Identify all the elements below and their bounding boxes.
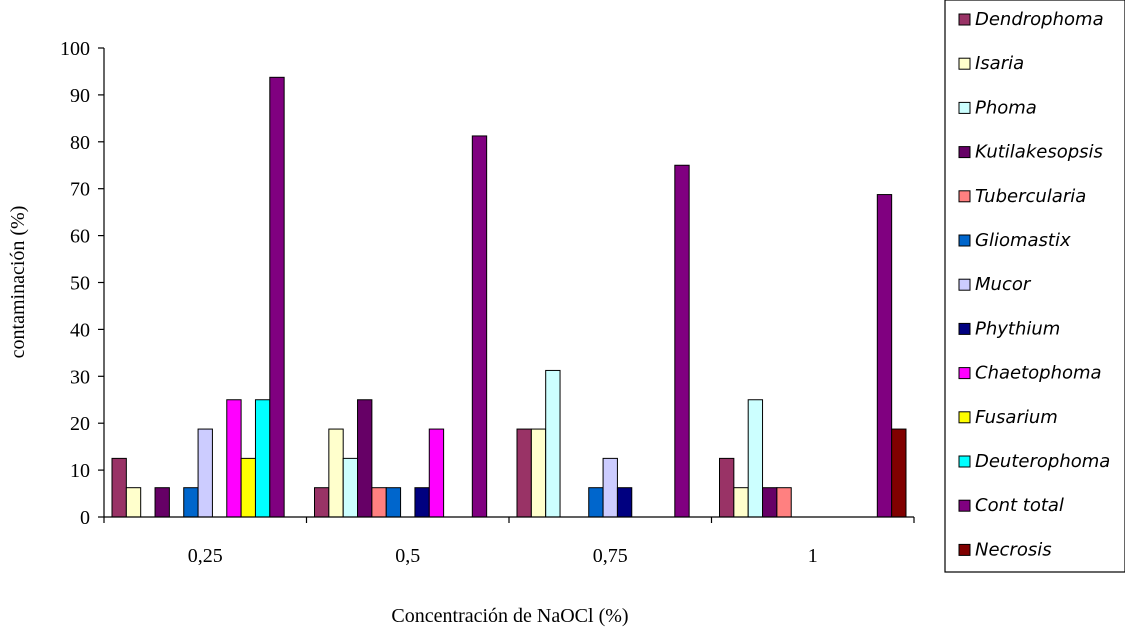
legend-swatch [958,190,971,203]
x-tick-label: 1 [808,545,818,567]
bar [226,399,242,518]
legend-label: Dendrophoma [975,9,1104,30]
bar [111,457,127,518]
y-tick-label: 60 [70,226,90,248]
legend-label: Phythium [975,318,1060,339]
bar [876,194,893,518]
legend-label: Isaria [975,53,1024,74]
legend: Dendrophoma Isaria Phoma Kutilakesopsis Tube… [944,0,1125,573]
legend-label: Necrosis [975,539,1052,560]
bar [776,487,792,518]
legend-swatch [958,146,971,159]
x-tick-label: 0,75 [593,545,628,567]
legend-swatch [958,543,971,556]
bar [328,428,344,518]
bar [588,487,604,518]
bar [747,399,764,518]
y-tick-label: 0 [80,507,90,529]
bar [125,487,142,518]
y-tick-label: 20 [70,413,90,435]
bar [530,428,547,518]
x-tick-label: 0,25 [188,545,223,567]
legend-label: Cont total [975,495,1064,516]
y-tick-label: 100 [60,38,90,60]
y-tick-label: 50 [70,273,90,295]
legend-swatch [958,499,971,512]
bar [197,428,213,518]
legend-swatch [958,278,971,291]
y-axis-title: contaminación (%) [7,206,29,359]
legend-label: Deuterophoma [975,451,1110,472]
bar [733,487,749,518]
legend-label: Chaetophoma [975,363,1102,384]
legend-swatch [958,411,971,424]
bar [414,487,430,518]
legend-label: Phoma [975,97,1037,118]
legend-label: Tubercularia [975,186,1086,207]
bar [762,487,778,518]
legend-swatch [958,13,971,26]
bar [254,399,271,518]
legend-frame [944,0,1125,573]
legend-label: Kutilakesopsis [975,142,1103,163]
bar [428,428,445,518]
x-axis-ticks: 0,25 0,5 0,75 1 [103,517,915,567]
y-tick-label: 40 [70,319,90,341]
bar [545,369,561,518]
legend-swatch [958,367,971,380]
bar [154,487,170,518]
legend-label: Mucor [975,274,1032,295]
y-tick-label: 90 [70,85,90,107]
bar [371,487,387,518]
bar [342,457,359,518]
bar [471,135,488,518]
y-tick-label: 30 [70,366,90,388]
bar [269,76,285,518]
legend-swatch [958,57,971,70]
bar [357,399,373,518]
legend-swatch [958,455,971,468]
legend-label: Fusarium [975,407,1058,428]
legend-swatch [958,101,971,114]
x-axis-title: Concentración de NaOCl (%) [391,605,628,627]
y-axis-ticks: 0 10 20 30 40 50 60 70 80 90 100 [60,38,104,529]
bar [183,487,199,518]
y-tick-label: 80 [70,132,90,154]
bar [674,164,690,518]
bar [602,457,618,518]
y-tick-label: 70 [70,179,90,201]
bar [719,457,735,518]
bar [385,487,402,518]
bar [314,487,330,518]
bar [240,457,256,518]
legend-label: Gliomastix [975,230,1071,251]
bar [891,428,907,518]
x-tick-label: 0,5 [395,545,420,567]
legend-swatch [958,234,971,247]
bars [111,76,907,518]
y-tick-label: 10 [70,460,90,482]
bar [516,428,532,518]
legend-swatch [958,322,971,335]
bar [616,487,633,518]
